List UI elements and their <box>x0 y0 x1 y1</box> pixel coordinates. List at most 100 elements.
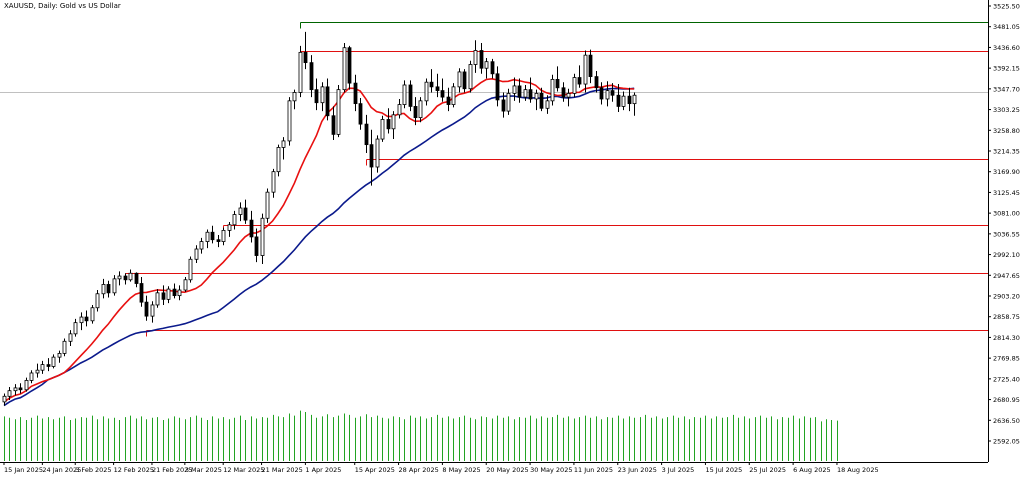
time-tick-label: 12 Mar 2025 <box>223 466 264 474</box>
candle-down <box>440 90 445 98</box>
candle-down <box>594 76 599 89</box>
candle-up <box>473 50 478 65</box>
candle-up <box>150 304 155 317</box>
price-tick-label: 2903.20 <box>993 293 1020 301</box>
price-tick-label: 2636.50 <box>993 417 1020 425</box>
time-tick-label: 12 Feb 2025 <box>114 466 154 474</box>
candle-down <box>134 272 139 284</box>
time-tick-label: 15 Apr 2025 <box>355 466 395 474</box>
time-tick-label: 15 Jul 2025 <box>705 466 742 474</box>
time-tick-label: 30 May 2025 <box>530 466 572 474</box>
candle-down <box>588 54 593 78</box>
candle-down <box>501 99 506 112</box>
candle-down <box>325 86 330 117</box>
candle-up <box>7 390 12 397</box>
candle-up <box>402 84 407 105</box>
candle-down <box>172 288 177 297</box>
candle-up <box>605 90 610 100</box>
candle-up <box>457 71 462 88</box>
ma-red-line <box>3 77 635 403</box>
candle-down <box>210 231 215 241</box>
time-tick-label: 11 Jun 2025 <box>574 466 613 474</box>
candle-down <box>599 87 604 100</box>
time-tick-label: 3 Mar 2025 <box>185 466 222 474</box>
candle-down <box>490 61 495 75</box>
candle-up <box>380 119 385 140</box>
time-tick-label: 20 May 2025 <box>486 466 528 474</box>
candle-up <box>227 224 232 231</box>
candle-up <box>484 61 489 69</box>
candle-up <box>391 114 396 130</box>
candle-up <box>583 54 588 85</box>
candle-down <box>303 51 308 64</box>
candle-up <box>265 191 270 219</box>
candle-up <box>62 340 67 354</box>
candle-up <box>550 78 555 102</box>
price-tick-label: 2992.10 <box>993 251 1020 259</box>
candle-down <box>243 207 248 221</box>
price-tick-label: 3258.80 <box>993 127 1020 135</box>
price-tick-label: 3125.45 <box>993 189 1020 197</box>
candle-up <box>397 104 402 116</box>
candle-down <box>616 94 621 107</box>
time-tick-label: 1 Apr 2025 <box>305 466 341 474</box>
candle-up <box>73 322 78 335</box>
candle-up <box>79 316 84 324</box>
candle-up <box>545 100 550 109</box>
candle-up <box>117 275 122 280</box>
candle-up <box>320 86 325 104</box>
time-tick-label: 28 Apr 2025 <box>399 466 439 474</box>
candle-down <box>462 71 467 90</box>
candle-up <box>112 278 117 294</box>
candle-up <box>68 333 73 342</box>
candle-up <box>57 353 62 358</box>
price-tick-label: 2592.05 <box>993 438 1020 446</box>
candle-down <box>331 115 336 135</box>
candle-up <box>566 92 571 98</box>
candle-down <box>413 106 418 119</box>
candle-down <box>627 95 632 105</box>
candle-down <box>408 84 413 107</box>
price-tick-label: 3481.05 <box>993 23 1020 31</box>
time-tick-label: 23 Jun 2025 <box>618 466 657 474</box>
price-tick-label: 2814.30 <box>993 334 1020 342</box>
time-tick-label: 24 Jan 2025 <box>42 466 81 474</box>
price-tick-label: 3036.55 <box>993 230 1020 238</box>
candle-down <box>353 82 358 105</box>
chart-title: XAUUSD, Daily: Gold vs US Dollar <box>4 2 121 10</box>
candle-up <box>183 279 188 291</box>
candle-up <box>221 229 226 242</box>
candle-up <box>166 288 171 300</box>
candle-up <box>336 89 341 135</box>
price-tick-label: 2769.85 <box>993 355 1020 363</box>
price-tick-label: 2947.65 <box>993 272 1020 280</box>
candle-up <box>35 369 40 374</box>
candle-down <box>561 87 566 98</box>
candle-down <box>528 89 533 100</box>
candle-up <box>101 284 106 295</box>
candle-down <box>386 119 391 130</box>
candle-up <box>271 171 276 193</box>
candle-up <box>90 307 95 322</box>
price-tick-label: 2680.95 <box>993 396 1020 404</box>
candle-down <box>446 96 451 105</box>
candle-up <box>276 147 281 173</box>
candle-up <box>292 92 297 102</box>
time-tick-label: 8 May 2025 <box>442 466 480 474</box>
candle-up <box>621 95 626 107</box>
candle-down <box>369 144 374 168</box>
candle-up <box>572 77 577 94</box>
candle-down <box>139 283 144 303</box>
candle-down <box>84 316 89 322</box>
candle-up <box>287 100 292 142</box>
candle-down <box>435 86 440 91</box>
candle-down <box>539 92 544 109</box>
candle-down <box>347 47 352 84</box>
time-tick-label: 21 Mar 2025 <box>262 466 303 474</box>
candle-down <box>429 81 434 88</box>
price-tick-label: 2858.75 <box>993 313 1020 321</box>
candle-down <box>314 89 319 104</box>
time-tick-label: 6 Aug 2025 <box>793 466 831 474</box>
